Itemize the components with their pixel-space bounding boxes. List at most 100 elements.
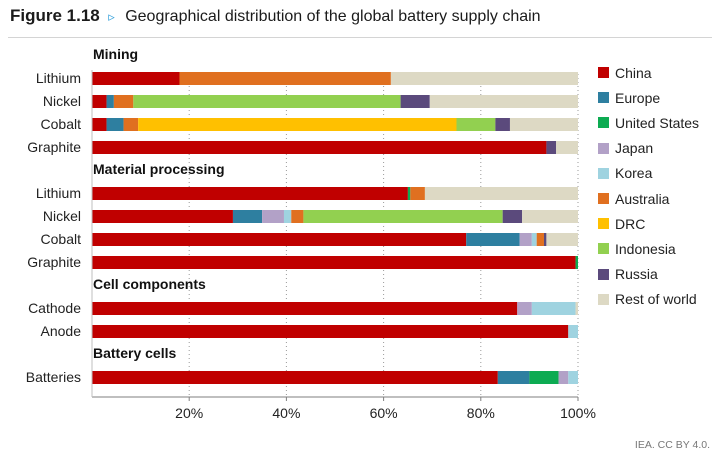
bar-segment-0-2-drc (138, 118, 457, 131)
bar-segment-1-1-japan (262, 210, 284, 223)
legend-swatch-europe (598, 92, 609, 104)
bar-segment-0-1-russia (400, 95, 430, 108)
bar-segment-0-2-australia (123, 118, 139, 131)
bar-segment-0-2-china (92, 118, 107, 131)
bar-segment-1-1-australia (291, 210, 304, 223)
legend-item-indonesia: Indonesia (598, 236, 699, 261)
bar-segment-1-0-united-states (407, 187, 411, 200)
legend-swatch-indonesia (598, 243, 609, 255)
bar-segment-0-1-europe (106, 95, 114, 108)
bar-segment-1-0-china (92, 187, 408, 200)
legend-swatch-drc (598, 218, 609, 230)
bar-segment-1-0-rest-of-world (424, 187, 578, 200)
row-label-2-0: Cathode (28, 300, 81, 316)
legend-item-united-states: United States (598, 110, 699, 135)
bar-segment-1-1-russia (502, 210, 523, 223)
group-heading-0: Mining (93, 46, 138, 62)
x-tick-label-0: 20% (175, 405, 203, 421)
bar-segment-1-2-australia (536, 233, 544, 246)
bar-segment-1-1-china (92, 210, 233, 223)
legend-item-rest-of-world: Rest of world (598, 287, 699, 312)
row-label-0-3: Graphite (27, 139, 81, 155)
bar-segment-1-2-europe (466, 233, 520, 246)
bar-segment-1-2-russia (543, 233, 547, 246)
legend-swatch-united-states (598, 117, 609, 129)
legend-swatch-rest-of-world (598, 293, 609, 305)
bar-segment-3-0-china (92, 371, 498, 384)
bar-segment-0-3-rest-of-world (556, 141, 578, 154)
figure-title-text: Geographical distribution of the global … (125, 8, 541, 25)
bar-segment-1-3-united-states (575, 256, 578, 269)
row-label-1-3: Graphite (27, 254, 81, 270)
row-label-0-2: Cobalt (41, 116, 82, 132)
legend-item-australia: Australia (598, 186, 699, 211)
figure-title: Figure 1.18 ▹ Geographical distribution … (10, 6, 541, 26)
bar-segment-1-1-indonesia (303, 210, 503, 223)
row-label-2-1: Anode (41, 323, 82, 339)
x-tick-label-2: 60% (370, 405, 398, 421)
legend-label-china: China (615, 64, 652, 81)
bar-segment-0-2-indonesia (456, 118, 496, 131)
bar-segment-2-0-japan (517, 302, 532, 315)
legend-label-europe: Europe (615, 89, 661, 106)
legend-label-rest-of-world: Rest of world (615, 291, 697, 308)
row-label-1-1: Nickel (43, 208, 81, 224)
legend-item-korea: Korea (598, 161, 699, 186)
x-tick-label-1: 40% (272, 405, 300, 421)
x-tick-label-4: 100% (560, 405, 596, 421)
chart-legend: China Europe United States Japan Korea Austra… (598, 60, 699, 312)
legend-swatch-australia (598, 193, 609, 205)
bar-segment-0-0-china (92, 72, 180, 85)
bar-segment-2-0-korea (531, 302, 576, 315)
legend-label-united-states: United States (615, 114, 700, 131)
row-label-1-2: Cobalt (41, 231, 82, 247)
group-heading-3: Battery cells (93, 345, 176, 361)
bar-segment-1-1-rest-of-world (522, 210, 578, 223)
row-label-3-0: Batteries (26, 369, 81, 385)
bar-segment-0-3-china (92, 141, 547, 154)
bar-segment-1-0-australia (410, 187, 425, 200)
bar-segment-0-1-australia (113, 95, 134, 108)
legend-swatch-china (598, 67, 609, 79)
row-label-1-0: Lithium (36, 185, 81, 201)
bar-segment-0-1-rest-of-world (429, 95, 578, 108)
bar-segment-3-0-europe (497, 371, 530, 384)
legend-item-china: China (598, 60, 699, 85)
bar-segment-0-2-rest-of-world (509, 118, 578, 131)
bar-segment-0-0-australia (179, 72, 391, 85)
bar-segment-0-0-rest-of-world (390, 72, 578, 85)
legend-label-russia: Russia (615, 266, 658, 283)
bar-segment-1-3-china (92, 256, 576, 269)
row-label-0-1: Nickel (43, 93, 81, 109)
bar-segment-2-1-korea (568, 325, 578, 338)
bar-segment-3-0-united-states (529, 371, 559, 384)
bar-segment-1-2-rest-of-world (546, 233, 578, 246)
bar-segment-1-2-korea (531, 233, 537, 246)
figure-number: Figure 1.18 (10, 6, 100, 25)
legend-label-indonesia: Indonesia (615, 240, 676, 257)
legend-label-japan: Japan (615, 140, 654, 157)
legend-label-drc: DRC (615, 215, 646, 232)
legend-swatch-russia (598, 268, 609, 280)
legend-swatch-japan (598, 142, 609, 154)
bar-segment-2-1-china (92, 325, 569, 338)
legend-item-japan: Japan (598, 136, 699, 161)
legend-item-russia: Russia (598, 262, 699, 287)
group-heading-2: Cell components (93, 276, 206, 292)
bar-segment-3-0-korea (568, 371, 578, 384)
bar-segment-0-3-russia (546, 141, 557, 154)
bar-segment-0-2-europe (106, 118, 124, 131)
bar-segment-1-2-china (92, 233, 467, 246)
bar-segment-0-2-russia (495, 118, 510, 131)
bar-segment-1-2-japan (519, 233, 532, 246)
x-tick-label-3: 80% (467, 405, 495, 421)
bar-segment-1-1-korea (283, 210, 292, 223)
credit-text: IEA. CC BY 4.0. (634, 439, 710, 451)
bar-segment-0-1-china (92, 95, 107, 108)
legend-swatch-korea (598, 167, 609, 179)
bar-segment-2-0-rest-of-world (575, 302, 578, 315)
legend-label-korea: Korea (615, 165, 653, 182)
legend-item-europe: Europe (598, 85, 699, 110)
legend-item-drc: DRC (598, 211, 699, 236)
